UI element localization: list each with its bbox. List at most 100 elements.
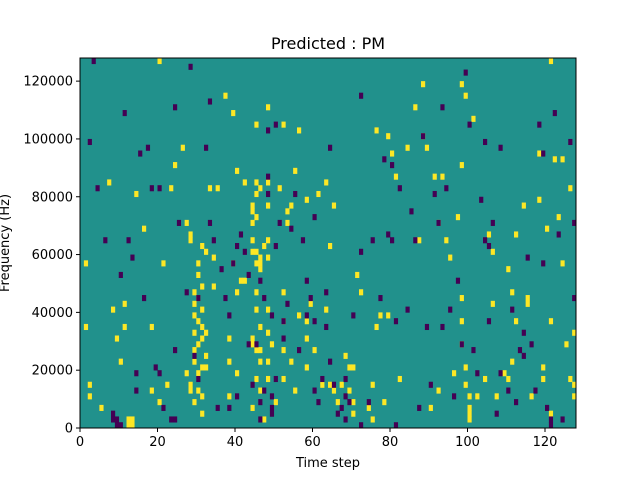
heatmap-cell-high [475, 393, 480, 400]
heatmap-cell-low [471, 347, 476, 354]
heatmap-cell-high [455, 214, 461, 221]
heatmap-cell-low [448, 306, 453, 313]
heatmap-cell-high [541, 364, 546, 371]
heatmap-cell-low [316, 399, 321, 406]
heatmap-cell-high [304, 318, 309, 325]
heatmap-cell-high [560, 260, 565, 267]
heatmap-cell-high [196, 271, 201, 278]
heatmap-cell-low [421, 133, 426, 140]
heatmap-cell-low [436, 219, 441, 226]
heatmap-cell-low [184, 289, 189, 296]
heatmap-cell-high [335, 399, 340, 406]
heatmap-cell-low [514, 399, 519, 406]
heatmap-cell-low [541, 150, 546, 157]
heatmap-cell-high [452, 370, 457, 377]
heatmap-cell-high [188, 381, 193, 388]
heatmap-cell-low [467, 121, 472, 128]
heatmap-cell-high [169, 185, 174, 192]
heatmap-cell-high [262, 243, 267, 250]
heatmap-cell-high [200, 306, 205, 313]
heatmap-cell-high [250, 237, 255, 244]
heatmap-cell-high [196, 260, 201, 267]
heatmap-cell-high [227, 358, 232, 365]
heatmap-cell-high [173, 162, 178, 169]
heatmap-cell-high [285, 219, 290, 226]
heatmap-cell-low [390, 237, 395, 244]
heatmap-cell-low [339, 404, 344, 411]
heatmap-cell-low [393, 422, 399, 429]
heatmap-cell-low [103, 237, 108, 244]
heatmap-cell-high [556, 214, 561, 221]
heatmap-cell-low [486, 243, 492, 250]
heatmap-cell-high [196, 387, 201, 394]
heatmap-cell-low [405, 306, 410, 313]
heatmap-cell-high [200, 323, 205, 331]
heatmap-cell-high [312, 347, 317, 354]
x-tick-label: 0 [76, 435, 84, 450]
heatmap-cell-low [130, 254, 135, 261]
heatmap-cells [83, 58, 577, 429]
heatmap-cell-low [192, 352, 197, 359]
x-tick-label: 20 [149, 435, 166, 450]
heatmap-cell-low [238, 231, 244, 238]
heatmap-cell-high [339, 381, 344, 388]
heatmap-cell-low [142, 295, 147, 302]
heatmap-cell-low [343, 375, 348, 383]
x-axis-ticks: 0 20 40 60 80 100 120 [76, 428, 558, 450]
heatmap-cell-high [421, 81, 426, 88]
heatmap-cell-low [525, 254, 530, 261]
heatmap-cell-high [564, 341, 569, 348]
heatmap-cell-low [390, 162, 395, 169]
x-tick-label: 60 [304, 435, 321, 450]
heatmap-cell-low [204, 144, 209, 151]
heatmap-cell-low [432, 190, 437, 198]
heatmap-cell-high [467, 393, 472, 400]
heatmap-cell-high [297, 312, 302, 319]
heatmap-cell-high [386, 133, 391, 140]
heatmap-cell-high [548, 410, 554, 417]
heatmap-cell-low [266, 127, 271, 134]
heatmap-cell-low [331, 381, 337, 388]
heatmap-cell-high [382, 399, 387, 406]
y-tick-label: 60000 [32, 248, 73, 263]
heatmap-cell-high [250, 202, 255, 209]
heatmap-cell-low [328, 144, 333, 151]
heatmap-cell-high [122, 323, 127, 331]
heatmap-cell-low [277, 219, 282, 226]
heatmap-cell-high [568, 375, 573, 383]
heatmap-cell-high [254, 260, 259, 267]
heatmap-cell-high [192, 312, 197, 319]
heatmap-cell-low [273, 121, 278, 128]
heatmap-cell-low [134, 387, 139, 394]
x-tick-label: 120 [533, 435, 558, 450]
heatmap-cell-high [459, 162, 464, 169]
heatmap-cell-low [196, 375, 201, 383]
heatmap-cell-low [359, 422, 364, 429]
heatmap-cell-low [459, 341, 464, 348]
heatmap-cell-low [153, 364, 158, 371]
heatmap-cell-high [459, 295, 464, 302]
heatmap-cell-low [552, 110, 557, 117]
heatmap-cell-low [308, 295, 313, 302]
heatmap-cell-high [568, 185, 573, 192]
heatmap-cell-low [529, 341, 534, 348]
heatmap-cell-low [343, 393, 348, 400]
heatmap-cell-high [514, 231, 519, 238]
heatmap-cell-low [517, 347, 523, 354]
heatmap-cell-low [521, 329, 526, 336]
heatmap-cell-low [366, 399, 371, 406]
heatmap-cell-low [149, 185, 154, 192]
heatmap-cell-high [204, 364, 209, 371]
heatmap-cell-low [548, 422, 554, 429]
heatmap-cell-low [246, 341, 251, 348]
heatmap-cell-high [83, 323, 89, 331]
heatmap-cell-high [378, 312, 383, 319]
x-tick-label: 40 [227, 435, 244, 450]
heatmap-cell-high [165, 381, 170, 388]
heatmap-cell-low [455, 277, 461, 284]
heatmap-cell-low [157, 370, 162, 377]
heatmap-cell-low [293, 190, 298, 198]
heatmap-cell-high [366, 404, 371, 411]
heatmap-cell-high [266, 358, 271, 365]
heatmap-cell-high [149, 323, 154, 331]
